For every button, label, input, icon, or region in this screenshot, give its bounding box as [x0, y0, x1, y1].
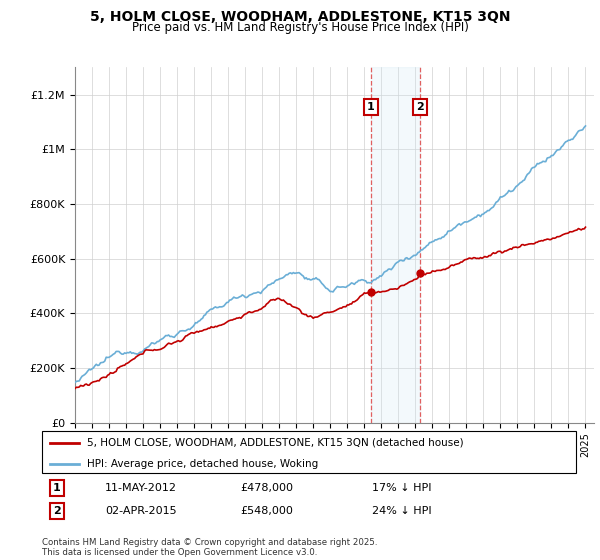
Text: 1: 1: [367, 102, 374, 112]
Text: HPI: Average price, detached house, Woking: HPI: Average price, detached house, Woki…: [88, 459, 319, 469]
Text: 2: 2: [416, 102, 424, 112]
Text: 5, HOLM CLOSE, WOODHAM, ADDLESTONE, KT15 3QN (detached house): 5, HOLM CLOSE, WOODHAM, ADDLESTONE, KT15…: [88, 438, 464, 448]
Text: 2: 2: [53, 506, 61, 516]
Text: 02-APR-2015: 02-APR-2015: [105, 506, 176, 516]
Text: 17% ↓ HPI: 17% ↓ HPI: [372, 483, 431, 493]
Text: £478,000: £478,000: [240, 483, 293, 493]
FancyBboxPatch shape: [42, 431, 576, 473]
Bar: [371, 67, 419, 423]
Text: 1: 1: [53, 483, 61, 493]
Text: Contains HM Land Registry data © Crown copyright and database right 2025.
This d: Contains HM Land Registry data © Crown c…: [42, 538, 377, 557]
Text: £548,000: £548,000: [240, 506, 293, 516]
Text: 5, HOLM CLOSE, WOODHAM, ADDLESTONE, KT15 3QN: 5, HOLM CLOSE, WOODHAM, ADDLESTONE, KT15…: [90, 10, 510, 24]
Text: Price paid vs. HM Land Registry's House Price Index (HPI): Price paid vs. HM Land Registry's House …: [131, 21, 469, 34]
Text: 11-MAY-2012: 11-MAY-2012: [105, 483, 177, 493]
Text: 24% ↓ HPI: 24% ↓ HPI: [372, 506, 431, 516]
